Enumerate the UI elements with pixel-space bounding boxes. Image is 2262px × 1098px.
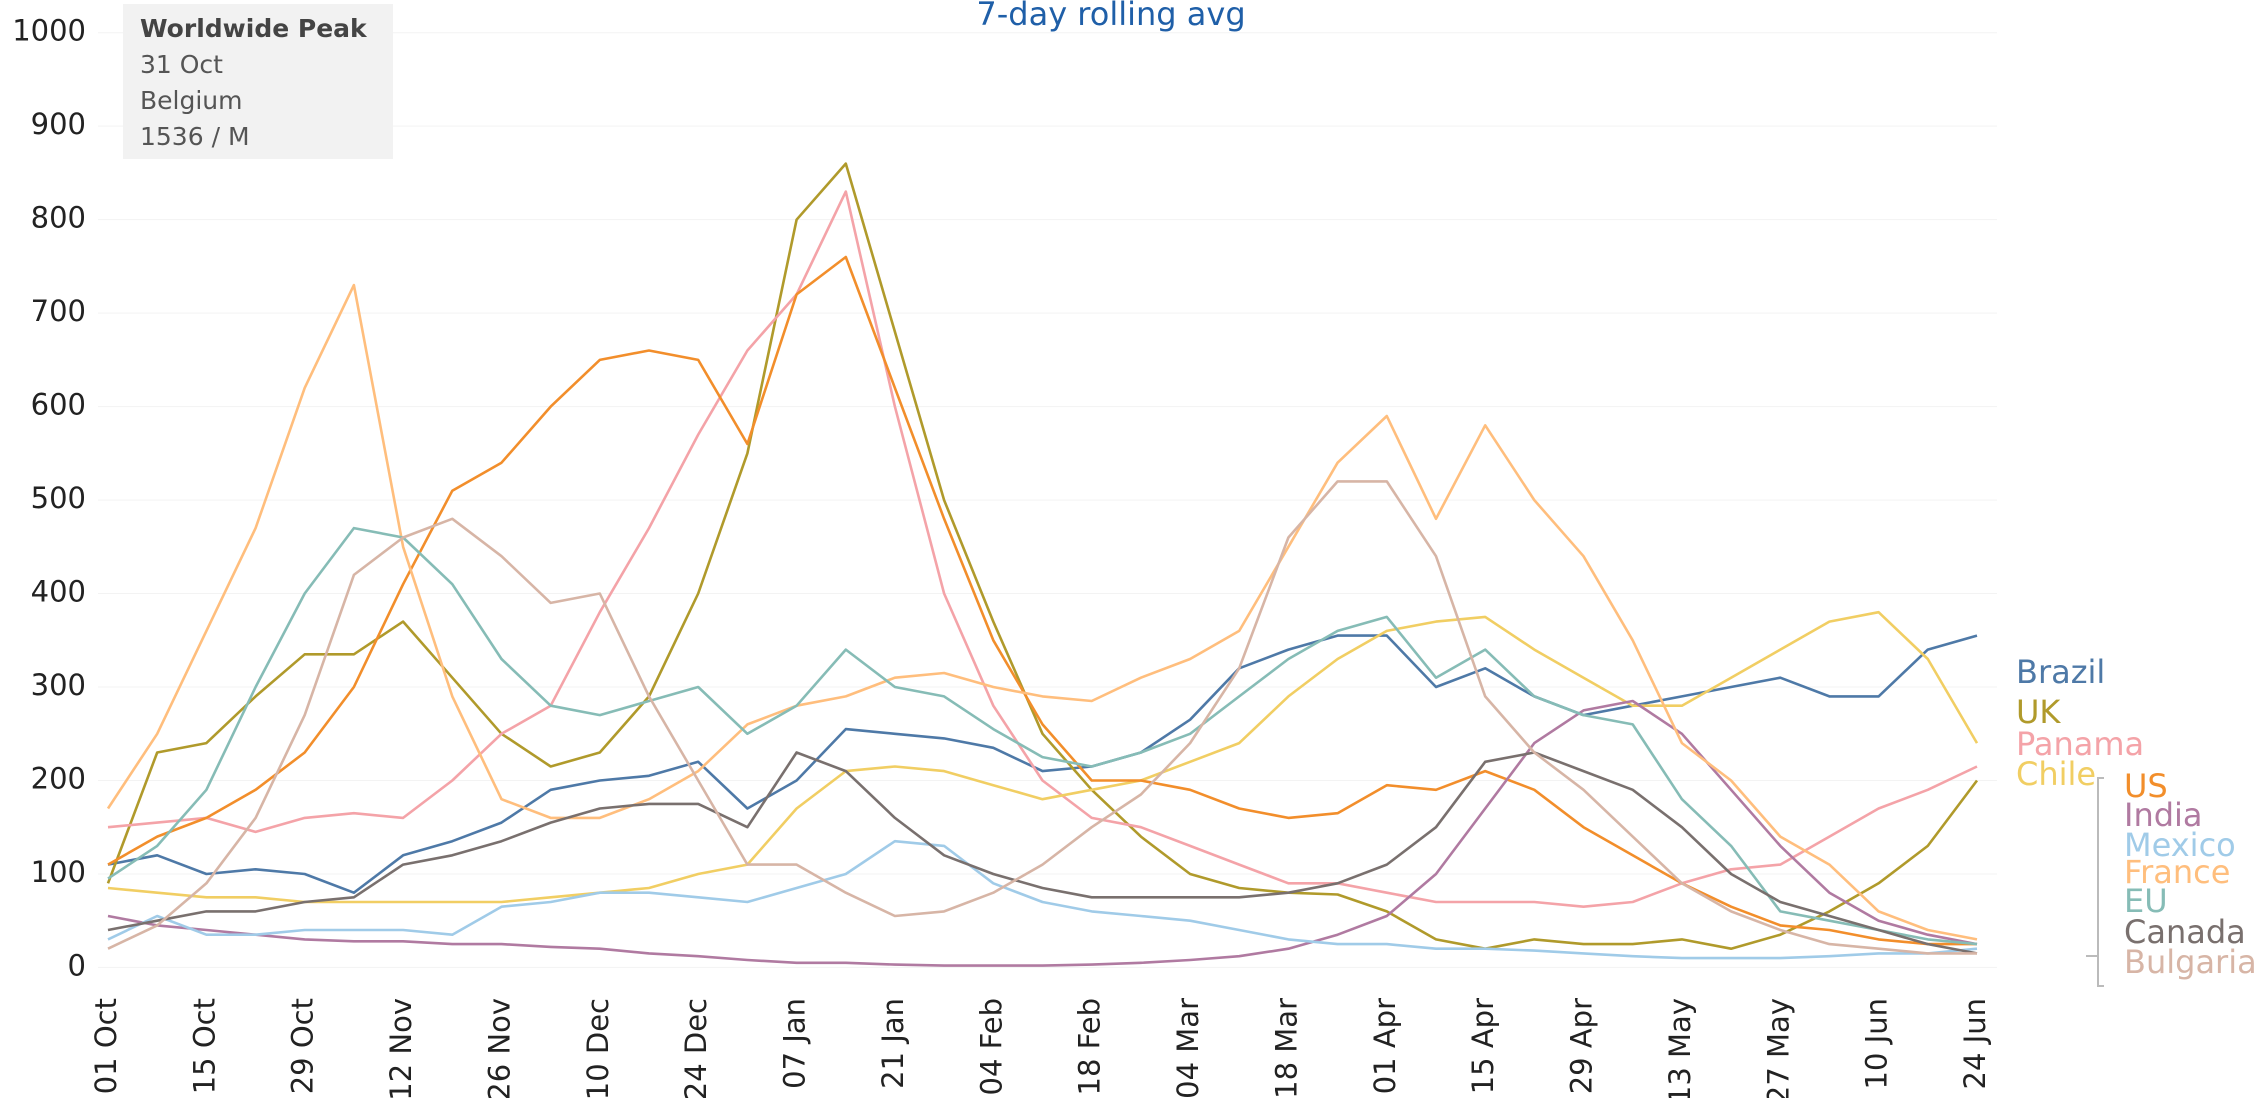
legend-label: Panama (2016, 725, 2144, 763)
x-tick-label: 15 Oct (187, 998, 221, 1094)
legend-label: Canada (2124, 913, 2246, 951)
peak-tooltip: Worldwide Peak 31 Oct Belgium 1536 / M (123, 4, 393, 159)
x-tick-label: 18 Feb (1073, 998, 1107, 1095)
y-tick-label: 800 (31, 201, 86, 235)
legend-label: UK (2016, 693, 2061, 731)
series-line (106, 162, 1979, 950)
x-tick-label: 01 Oct (89, 998, 123, 1094)
series-line (107, 190, 1978, 908)
legend-label: Bulgaria (2124, 943, 2257, 981)
tooltip-date: 31 Oct (140, 50, 223, 79)
y-tick-label: 900 (31, 107, 86, 141)
tooltip-title: Worldwide Peak (140, 14, 368, 43)
y-tick-label: 1000 (12, 14, 86, 48)
x-tick-label: 18 Mar (1269, 998, 1303, 1098)
legend-bracket (2086, 777, 2104, 987)
legend-label: Chile (2016, 755, 2096, 793)
x-tick-label: 27 May (1761, 998, 1795, 1098)
legend-label: Mexico (2124, 826, 2236, 864)
series-line (107, 839, 1978, 960)
y-tick-label: 200 (31, 761, 86, 795)
x-tick-label: 10 Jun (1860, 998, 1894, 1089)
series-line (107, 634, 1978, 894)
y-tick-label: 400 (31, 575, 86, 609)
x-tick-label: 10 Dec (581, 998, 615, 1098)
legend-label: India (2124, 796, 2203, 834)
legend-label: Brazil (2016, 653, 2105, 691)
x-tick-label: 29 Apr (1565, 998, 1599, 1094)
series-line (107, 610, 1979, 904)
x-tick-label: 26 Nov (482, 998, 516, 1098)
x-tick-label: 21 Jan (876, 998, 910, 1089)
y-tick-label: 500 (31, 481, 86, 515)
series-line (107, 480, 1977, 955)
legend-label: US (2124, 767, 2168, 805)
tooltip-box (123, 4, 393, 159)
x-tick-label: 04 Feb (974, 998, 1008, 1095)
series-line (107, 699, 1978, 967)
tooltip-country: Belgium (140, 86, 243, 115)
y-tick-label: 600 (31, 388, 86, 422)
series-line (107, 526, 1978, 946)
y-tick-label: 300 (31, 668, 86, 702)
y-tick-label: 0 (68, 948, 86, 982)
y-tick-label: 700 (31, 294, 86, 328)
series-line (107, 751, 1978, 955)
tooltip-value: 1536 / M (140, 122, 250, 151)
x-tick-label: 24 Jun (1958, 998, 1992, 1089)
legend-label: EU (2124, 882, 2168, 920)
x-tick-label: 01 Apr (1368, 998, 1402, 1094)
x-tick-label: 12 Nov (384, 998, 418, 1098)
x-tick-label: 13 May (1663, 998, 1697, 1098)
x-tick-label: 04 Mar (1171, 998, 1205, 1098)
grid (98, 32, 1997, 968)
legend-label: France (2124, 853, 2230, 891)
series-line (106, 283, 1978, 941)
x-tick-label: 15 Apr (1466, 998, 1500, 1094)
x-tick-label: 07 Jan (778, 998, 812, 1089)
y-tick-label: 100 (31, 855, 86, 889)
x-tick-label: 24 Dec (679, 998, 713, 1098)
x-tick-label: 29 Oct (286, 998, 320, 1094)
chart-title: 7-day rolling avg (976, 0, 1245, 33)
